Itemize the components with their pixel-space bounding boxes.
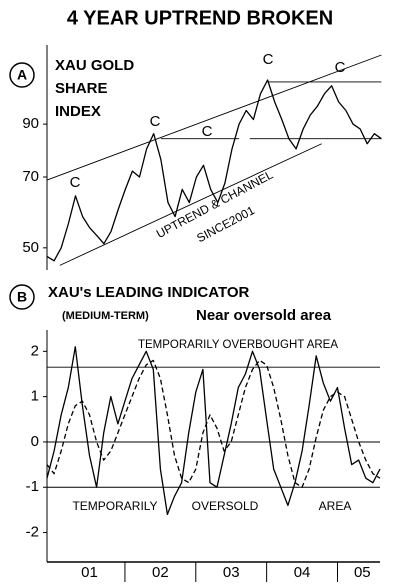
page-title: 4 YEAR UPTREND BROKEN [67,7,333,29]
panel-badge [9,62,35,88]
chart-title: INDEX [55,103,101,120]
y-tick-label: -2 [26,524,39,541]
panel-badge [9,284,35,310]
area-label: TEMPORARILY OVERBOUGHT AREA [138,339,338,351]
chart-title: SHARE [55,80,108,97]
x-tick-label: 05 [354,564,371,581]
x-tick-label: 02 [152,564,169,581]
y-tick-label: -1 [26,478,39,495]
annotation: C [202,123,213,140]
chart-title: XAU's LEADING INDICATOR [48,284,250,301]
panel-label: B [17,289,27,305]
y-tick-label: 0 [31,433,39,450]
y-tick-label: 70 [22,168,39,185]
area-label: AREA [319,499,352,513]
area-label: TEMPORARILY [72,499,157,513]
x-tick-label: 03 [223,564,240,581]
x-tick-label: 01 [81,564,98,581]
chart-note: Near oversold area [196,307,332,324]
annotation: C [335,59,346,76]
y-tick-label: 2 [31,342,39,359]
series-line [46,359,381,488]
annotation: C [150,113,161,130]
trend-line [46,54,382,181]
y-tick-label: 90 [22,115,39,132]
trend-line [59,143,322,266]
chart-title: XAU GOLD [55,57,134,74]
series-line [46,79,382,262]
area-label: OVERSOLD [192,499,259,513]
x-tick-label: 04 [294,564,311,581]
y-tick-label: 50 [22,239,39,256]
panel-label: A [17,67,27,83]
series-line [46,346,381,516]
y-tick-label: 1 [31,388,39,405]
chart-subtitle: (MEDIUM-TERM) [62,310,149,322]
annotation: C [263,51,274,68]
annotation: C [70,174,81,191]
